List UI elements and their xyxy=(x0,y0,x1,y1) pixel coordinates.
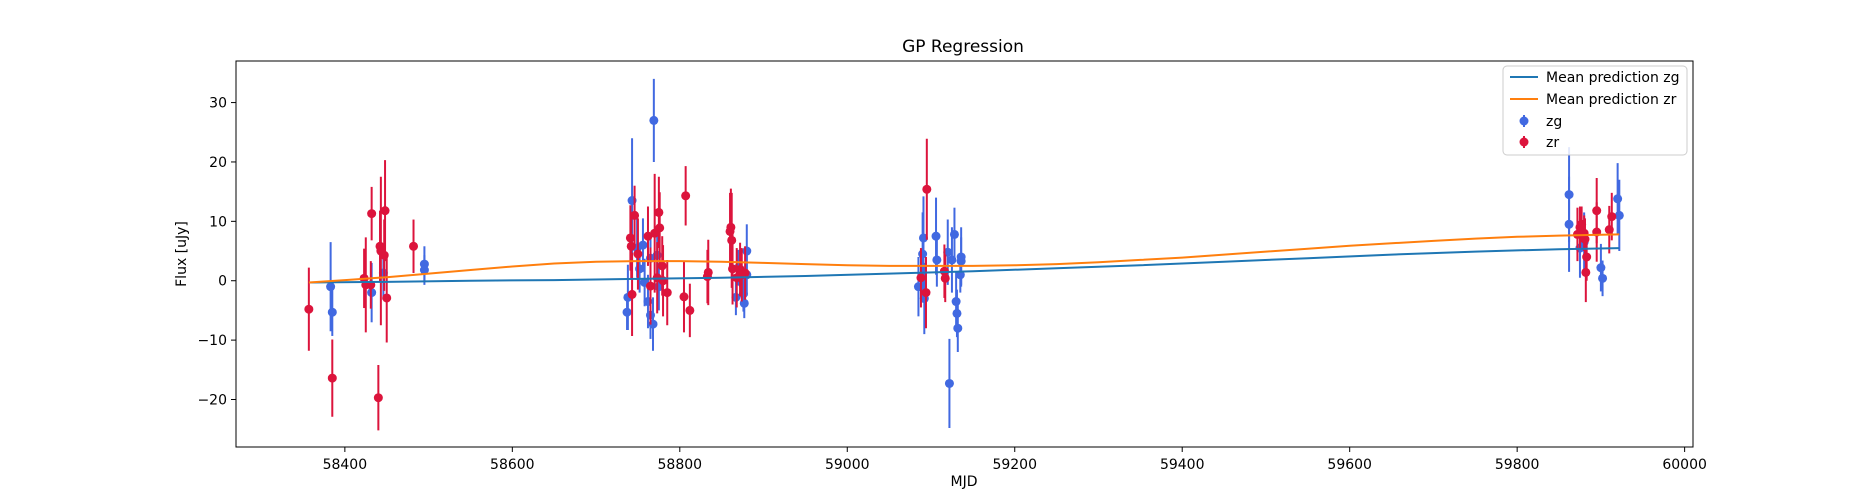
data-point-zr xyxy=(1604,225,1614,235)
data-point-zg xyxy=(649,115,659,125)
data-point-zr xyxy=(681,191,691,201)
data-point-zr xyxy=(654,207,664,217)
x-tick-label: 58600 xyxy=(490,457,535,473)
data-point-zr xyxy=(380,206,390,216)
data-point-zg xyxy=(1596,263,1606,273)
data-point-zr xyxy=(727,235,737,245)
data-point-zr xyxy=(921,288,931,298)
legend-box xyxy=(1502,65,1688,156)
x-tick-label: 60000 xyxy=(1662,457,1707,473)
data-point-zg xyxy=(918,233,928,243)
data-point-zr xyxy=(657,261,667,271)
data-point-zg xyxy=(943,247,953,257)
data-point-zr xyxy=(627,289,637,299)
data-point-zr xyxy=(379,250,389,260)
data-point-zr xyxy=(626,241,636,251)
axis-ticks: 58400 58600 58800 59000 59200 59400 59600 59800… xyxy=(197,96,1706,473)
data-point-zg xyxy=(949,229,959,239)
data-point-zr xyxy=(409,241,419,251)
data-point-zr xyxy=(685,305,695,315)
data-point-zr xyxy=(922,184,932,194)
mean-prediction-line-zg xyxy=(308,247,1620,284)
data-point-zr xyxy=(662,288,672,298)
data-point-zr xyxy=(643,231,653,241)
y-tick-label: 20 xyxy=(209,155,227,171)
data-point-zr xyxy=(1607,212,1617,222)
data-point-zg xyxy=(947,255,957,265)
legend-marker-zg xyxy=(1519,115,1529,127)
mean-prediction-line-zr xyxy=(308,233,1620,284)
y-tick-label: −10 xyxy=(197,333,227,349)
data-point-zr xyxy=(1577,219,1587,229)
axes-frame xyxy=(235,60,1694,448)
data-point-zg xyxy=(1564,190,1574,200)
data-point-zr xyxy=(679,292,689,302)
data-point-zr xyxy=(703,267,713,277)
y-tick-label: 30 xyxy=(209,96,227,112)
data-point-zr xyxy=(304,304,314,314)
data-point-zg xyxy=(635,264,645,274)
data-point-zr xyxy=(916,273,926,283)
y-axis-label: Flux [uJy] xyxy=(174,221,190,287)
x-tick-label: 58400 xyxy=(323,457,368,473)
data-point-zg xyxy=(951,297,961,307)
data-point-zr xyxy=(655,223,665,233)
data-point-zg xyxy=(956,252,966,262)
data-point-zr xyxy=(940,273,950,283)
series-layer xyxy=(304,78,1624,431)
data-point-zr xyxy=(633,249,643,259)
data-point-zg xyxy=(742,246,752,256)
data-point-zr xyxy=(726,222,736,232)
x-tick-label: 58800 xyxy=(658,457,703,473)
data-point-zg xyxy=(326,282,336,292)
data-point-zr xyxy=(373,393,383,403)
data-point-zg xyxy=(1564,219,1574,229)
x-tick-label: 59800 xyxy=(1495,457,1540,473)
data-point-zr xyxy=(1582,252,1592,262)
data-point-zr xyxy=(625,233,635,243)
y-tick-label: 10 xyxy=(209,214,227,230)
data-point-zr xyxy=(630,210,640,220)
data-point-zr xyxy=(327,373,337,383)
chart-title: GP Regression xyxy=(902,37,1024,57)
data-point-zg xyxy=(1613,194,1623,204)
data-point-zg xyxy=(952,308,962,318)
legend-marker-zr xyxy=(1519,136,1529,148)
x-tick-label: 59600 xyxy=(1327,457,1372,473)
data-point-zr xyxy=(740,268,750,278)
data-point-zr xyxy=(1581,267,1591,277)
data-point-zr xyxy=(1592,206,1602,216)
y-tick-label: 0 xyxy=(218,274,227,290)
data-point-zg xyxy=(931,231,941,241)
x-tick-label: 59200 xyxy=(992,457,1037,473)
x-axis-label: MJD xyxy=(951,474,978,490)
data-point-zr xyxy=(645,281,655,291)
data-point-zg xyxy=(953,323,963,333)
plot-area: 58400 58600 58800 59000 59200 59400 59600 59800… xyxy=(197,60,1707,473)
data-point-zg xyxy=(1598,273,1608,283)
legend-label-zg: zg xyxy=(1546,114,1562,130)
data-point-zg xyxy=(1614,210,1624,220)
data-point-zr xyxy=(1580,234,1590,244)
data-point-zr xyxy=(728,264,738,274)
data-point-zg xyxy=(638,240,648,250)
data-point-zg xyxy=(944,378,954,388)
data-point-zg xyxy=(419,265,429,275)
x-tick-label: 59400 xyxy=(1160,457,1205,473)
data-point-zg xyxy=(327,307,337,317)
legend-label-zr: zr xyxy=(1546,135,1559,151)
legend-label-mean-zr: Mean prediction zr xyxy=(1546,92,1677,108)
legend: Mean prediction zg Mean prediction zr zg… xyxy=(1502,65,1688,156)
data-point-zr xyxy=(382,293,392,303)
y-tick-label: −20 xyxy=(197,392,227,408)
legend-label-mean-zg: Mean prediction zg xyxy=(1546,70,1680,86)
data-point-zr xyxy=(367,209,377,219)
data-point-zg xyxy=(932,255,942,265)
data-point-zg xyxy=(622,307,632,317)
x-tick-label: 59000 xyxy=(825,457,870,473)
